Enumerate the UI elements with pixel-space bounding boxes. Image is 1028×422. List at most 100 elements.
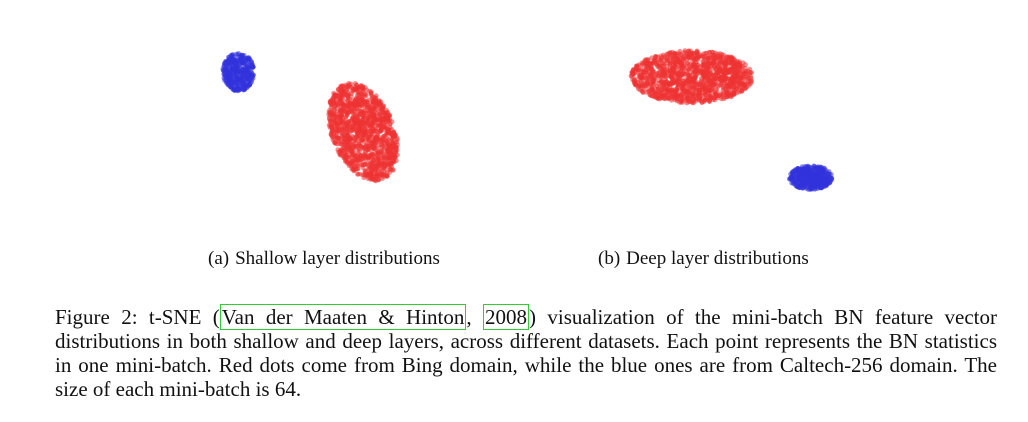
citation-separator: ,: [466, 305, 484, 329]
scatter-point: [804, 167, 810, 172]
scatter-point: [376, 106, 382, 112]
scatter-point: [658, 53, 664, 59]
scatter-point: [685, 72, 691, 78]
scatter-point: [332, 140, 338, 146]
scatter-point: [726, 93, 731, 98]
scatter-point: [338, 126, 344, 132]
scatter-point: [669, 60, 674, 65]
scatter-point: [346, 154, 352, 160]
scatter-point: [672, 90, 677, 96]
scatter-point: [344, 148, 350, 154]
citation-authors-link[interactable]: Van der Maaten & Hinton: [219, 304, 467, 330]
scatter-point: [716, 57, 722, 63]
scatter-point: [694, 81, 699, 87]
scatter-point: [697, 97, 702, 103]
scatter-point: [370, 125, 376, 131]
scatter-point: [329, 98, 334, 103]
scatter-point: [378, 152, 384, 158]
scatter-point: [814, 170, 820, 176]
scatter-point: [387, 153, 393, 158]
scatter-point: [376, 158, 381, 164]
scatter-point: [240, 54, 245, 60]
scatter-point: [384, 169, 390, 175]
scatter-point: [708, 95, 713, 101]
scatter-point: [390, 144, 395, 149]
scatter-point: [636, 65, 641, 71]
scatter-point: [374, 165, 380, 171]
scatter-point: [636, 82, 642, 88]
scatter-point: [341, 145, 347, 151]
series-bing-points: [326, 80, 400, 184]
scatter-point: [235, 58, 241, 64]
scatter-point: [680, 68, 686, 74]
scatter-point: [356, 146, 362, 152]
scatter-point: [373, 171, 379, 177]
scatter-point: [652, 89, 657, 95]
scatter-point: [226, 59, 232, 64]
subfigure-b-title: Deep layer distributions: [626, 248, 809, 269]
series-bing-points: [628, 48, 754, 106]
subfigure-a: [195, 0, 485, 290]
scatter-point: [681, 91, 687, 97]
scatter-point: [721, 96, 727, 102]
scatter-point: [368, 164, 374, 170]
scatter-point: [735, 69, 741, 75]
scatter-point: [657, 96, 663, 102]
scatter-point: [366, 171, 371, 177]
scatter-point: [713, 80, 719, 86]
scatter-point: [356, 141, 362, 147]
scatter-point: [722, 76, 728, 82]
scatter-point: [351, 101, 356, 106]
scatter-point: [733, 86, 739, 92]
scatter-point: [685, 67, 691, 73]
scatter-point: [387, 125, 393, 131]
scatter-point: [701, 69, 706, 75]
scatter-point: [696, 68, 702, 74]
scatter-point: [221, 71, 227, 77]
scatter-point: [330, 127, 336, 133]
subfigure-a-label: (a): [208, 248, 230, 269]
scatter-point: [349, 146, 354, 152]
scatter-point: [667, 52, 673, 58]
scatter-point: [353, 96, 359, 102]
scatter-point: [679, 73, 685, 78]
scatter-point: [820, 178, 826, 183]
scatter-point: [329, 102, 334, 108]
scatter-point: [365, 176, 371, 182]
scatter-point: [663, 96, 669, 101]
scatter-point: [669, 97, 674, 103]
scatter-point: [336, 135, 342, 141]
scatter-point: [247, 82, 253, 88]
scatter-point: [365, 108, 371, 114]
caption-prefix: Figure 2: t-SNE (: [55, 305, 220, 329]
scatter-point: [349, 124, 355, 129]
scatter-point: [233, 68, 239, 73]
scatter-point: [819, 185, 825, 190]
scatter-point: [339, 107, 345, 113]
scatter-point: [367, 89, 372, 94]
series-caltech-points: [220, 51, 256, 94]
citation-year-link[interactable]: 2008: [483, 304, 530, 330]
scatter-point: [349, 94, 354, 99]
scatter-point: [654, 71, 660, 77]
scatter-point: [709, 64, 714, 69]
scatter-point: [711, 56, 717, 62]
scatter-point: [820, 171, 826, 177]
scatter-point: [234, 54, 240, 60]
scatter-point: [691, 56, 697, 62]
scatter-point: [729, 77, 735, 82]
scatter-point: [367, 105, 373, 110]
scatter-point: [644, 86, 650, 92]
scatter-point: [703, 74, 709, 79]
scatter-point: [790, 176, 796, 181]
scatter-point: [354, 102, 360, 107]
scatter-point: [245, 60, 250, 66]
scatter-point: [334, 119, 340, 125]
scatter-point: [815, 179, 820, 185]
scatter-point: [381, 147, 386, 153]
scatter-point: [705, 78, 711, 84]
scatter-point: [370, 119, 376, 124]
scatter-point: [681, 62, 687, 67]
scatter-point: [715, 51, 721, 57]
scatter-point: [356, 91, 362, 96]
